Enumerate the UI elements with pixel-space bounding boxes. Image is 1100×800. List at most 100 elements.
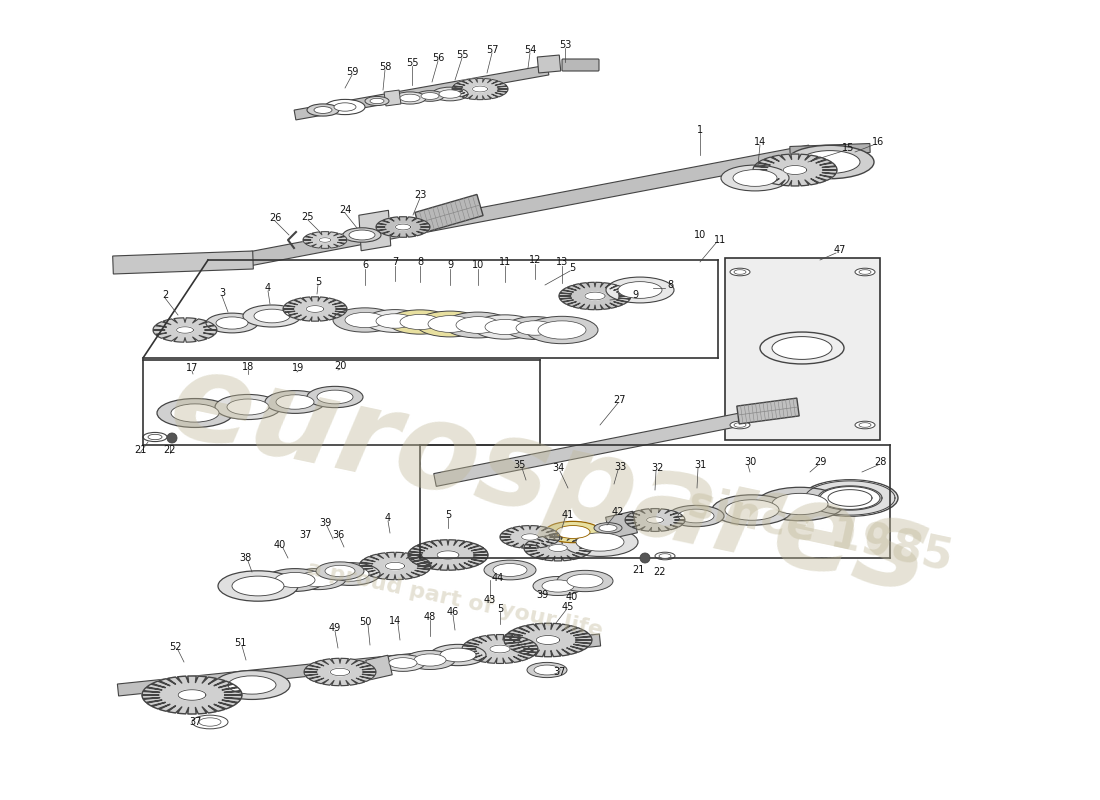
Text: 5: 5 [497, 604, 503, 614]
Ellipse shape [314, 106, 332, 114]
Text: 24: 24 [339, 205, 351, 215]
Text: 37: 37 [553, 667, 566, 677]
Ellipse shape [576, 533, 624, 551]
Ellipse shape [416, 90, 444, 102]
Ellipse shape [734, 270, 746, 274]
Text: 8: 8 [667, 280, 673, 290]
Ellipse shape [143, 433, 167, 442]
Ellipse shape [428, 316, 472, 332]
Ellipse shape [542, 580, 574, 592]
Polygon shape [294, 65, 549, 120]
Ellipse shape [734, 422, 746, 427]
Polygon shape [359, 552, 431, 580]
Ellipse shape [157, 398, 233, 427]
Ellipse shape [316, 562, 364, 580]
Ellipse shape [439, 90, 461, 98]
Ellipse shape [349, 230, 375, 240]
Polygon shape [647, 517, 663, 523]
Polygon shape [536, 635, 560, 645]
Text: 12: 12 [529, 255, 541, 265]
FancyBboxPatch shape [562, 59, 600, 71]
Text: 11: 11 [499, 257, 512, 267]
Text: 49: 49 [329, 623, 341, 633]
Ellipse shape [254, 309, 290, 323]
Polygon shape [366, 655, 393, 680]
Polygon shape [142, 676, 242, 714]
Text: 55: 55 [455, 50, 469, 60]
Ellipse shape [317, 390, 353, 404]
Ellipse shape [859, 422, 871, 427]
Ellipse shape [484, 560, 536, 580]
Text: 17: 17 [186, 363, 198, 373]
Polygon shape [521, 534, 538, 540]
Ellipse shape [606, 277, 674, 303]
Text: 21: 21 [631, 565, 645, 575]
Polygon shape [725, 258, 880, 440]
Ellipse shape [343, 228, 381, 242]
Ellipse shape [331, 566, 368, 582]
Text: 4: 4 [385, 513, 392, 523]
Text: 9: 9 [447, 260, 453, 270]
Ellipse shape [493, 563, 527, 577]
Ellipse shape [432, 87, 468, 101]
Polygon shape [319, 238, 331, 242]
Ellipse shape [192, 715, 228, 729]
Ellipse shape [800, 150, 860, 174]
Text: 20: 20 [333, 361, 346, 371]
Ellipse shape [538, 321, 586, 339]
Polygon shape [625, 509, 685, 531]
Polygon shape [359, 210, 390, 250]
Text: 52: 52 [168, 642, 182, 652]
Polygon shape [504, 623, 592, 657]
Polygon shape [232, 145, 812, 269]
Ellipse shape [562, 527, 638, 557]
Text: 5: 5 [569, 263, 575, 273]
Text: 30: 30 [744, 457, 756, 467]
Polygon shape [437, 551, 459, 559]
Text: 13: 13 [556, 257, 568, 267]
Polygon shape [549, 545, 568, 551]
Ellipse shape [243, 305, 301, 327]
Text: 44: 44 [492, 573, 504, 583]
Ellipse shape [324, 566, 355, 577]
Ellipse shape [400, 314, 440, 330]
Polygon shape [472, 86, 487, 92]
Polygon shape [737, 398, 800, 424]
Ellipse shape [712, 494, 792, 525]
Text: 10: 10 [472, 260, 484, 270]
Text: 4: 4 [265, 283, 271, 293]
Ellipse shape [388, 310, 452, 334]
Polygon shape [306, 306, 323, 312]
Polygon shape [754, 154, 837, 186]
Ellipse shape [566, 574, 603, 588]
Text: 21: 21 [134, 445, 146, 455]
Ellipse shape [381, 654, 425, 671]
Polygon shape [805, 481, 895, 515]
Ellipse shape [334, 103, 356, 111]
Ellipse shape [855, 268, 875, 276]
Polygon shape [376, 217, 430, 238]
Text: a proud part of your life: a proud part of your life [305, 559, 605, 641]
Ellipse shape [760, 332, 844, 364]
Polygon shape [178, 690, 206, 700]
Text: 6: 6 [362, 260, 369, 270]
Ellipse shape [365, 97, 389, 106]
Text: 36: 36 [332, 530, 344, 540]
Ellipse shape [544, 522, 601, 542]
Polygon shape [283, 297, 346, 321]
Ellipse shape [227, 399, 270, 415]
Ellipse shape [298, 571, 338, 586]
Ellipse shape [216, 317, 248, 329]
Polygon shape [606, 511, 637, 538]
Ellipse shape [199, 718, 221, 726]
Text: 32: 32 [652, 463, 664, 473]
Text: 19: 19 [292, 363, 304, 373]
Ellipse shape [376, 314, 414, 328]
Ellipse shape [772, 337, 832, 359]
Text: 7: 7 [392, 257, 398, 267]
Text: eurospares: eurospares [160, 342, 940, 618]
Polygon shape [828, 490, 872, 506]
Circle shape [167, 433, 177, 443]
Text: 22: 22 [164, 445, 176, 455]
Ellipse shape [720, 165, 789, 191]
